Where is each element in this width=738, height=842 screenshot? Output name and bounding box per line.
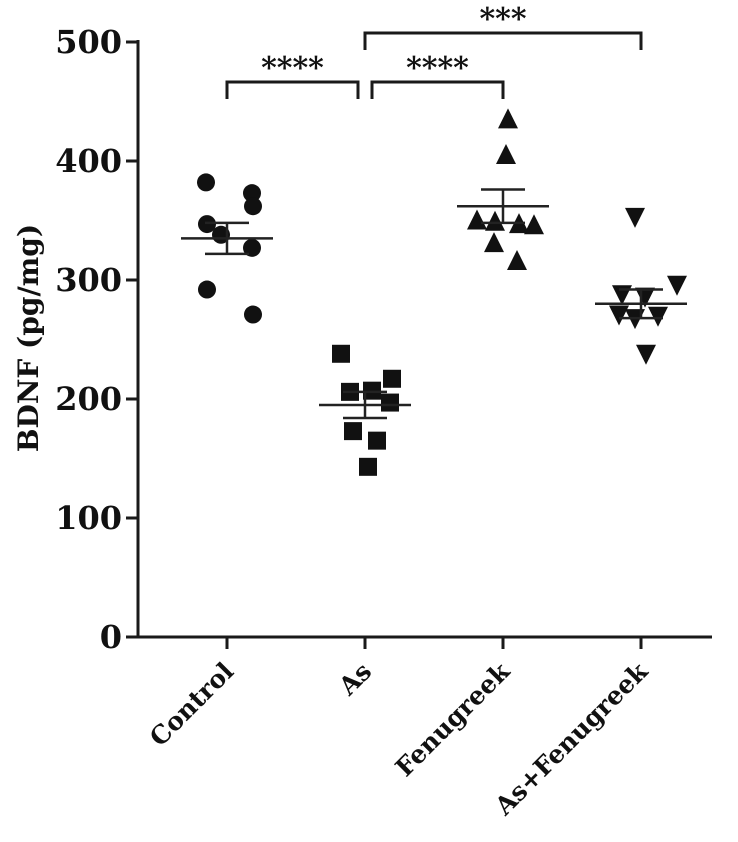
x-tick-label-as-fenugreek: As+Fenugreek (489, 656, 654, 821)
series-as-fenugreek (595, 207, 687, 365)
point-control-1 (197, 173, 215, 192)
point-as-fenugreek-6 (648, 306, 668, 327)
significance-bracket-1 (225, 80, 360, 99)
point-fenugreek-4 (485, 210, 505, 231)
point-fenugreek-6 (524, 214, 544, 235)
significance-label-3: *** (479, 2, 526, 37)
point-as-1 (332, 344, 350, 363)
point-as-7 (368, 431, 386, 450)
x-tick-label-as: As (332, 657, 377, 702)
y-axis: 0 100 200 300 400 500 (55, 23, 140, 656)
point-fenugreek-7 (484, 232, 504, 253)
point-as-8 (359, 457, 377, 476)
point-as-fenugreek-5 (609, 305, 629, 326)
point-fenugreek-1 (498, 108, 518, 129)
significance-label-2: **** (406, 51, 469, 86)
point-fenugreek-3 (467, 209, 487, 230)
series-control (181, 173, 273, 324)
series-as (319, 344, 411, 476)
y-tick-label-300: 300 (55, 261, 122, 299)
point-control-6 (243, 238, 261, 257)
point-control-2 (243, 184, 261, 203)
significance-bracket-3 (363, 31, 643, 50)
point-as-6 (344, 422, 362, 441)
y-tick-label-400: 400 (55, 142, 122, 180)
significance-bracket-2 (370, 80, 505, 99)
y-tick-label-0: 0 (100, 618, 122, 656)
series-fenugreek (457, 108, 549, 270)
y-tick-label-200: 200 (55, 380, 122, 418)
significance-brackets: **** ******* (225, 2, 643, 99)
y-tick-label-100: 100 (55, 499, 122, 537)
point-as-fenugreek-2 (667, 275, 687, 296)
significance-label-1: **** (261, 51, 324, 86)
y-tick-label-500: 500 (55, 23, 122, 61)
point-fenugreek-2 (496, 144, 516, 165)
point-control-3 (244, 197, 262, 216)
point-as-fenugreek-1 (625, 207, 645, 228)
point-control-8 (244, 305, 262, 324)
point-fenugreek-8 (507, 249, 527, 270)
point-as-fenugreek-8 (636, 344, 656, 365)
point-control-7 (198, 280, 216, 299)
plot-area (181, 108, 687, 476)
point-as-2 (383, 369, 401, 388)
y-axis-label: BDNF (pg/mg) (12, 224, 45, 452)
x-tick-label-control: Control (144, 657, 239, 752)
x-tick-label-fenugreek: Fenugreek (390, 656, 516, 782)
point-as-5 (381, 393, 399, 412)
